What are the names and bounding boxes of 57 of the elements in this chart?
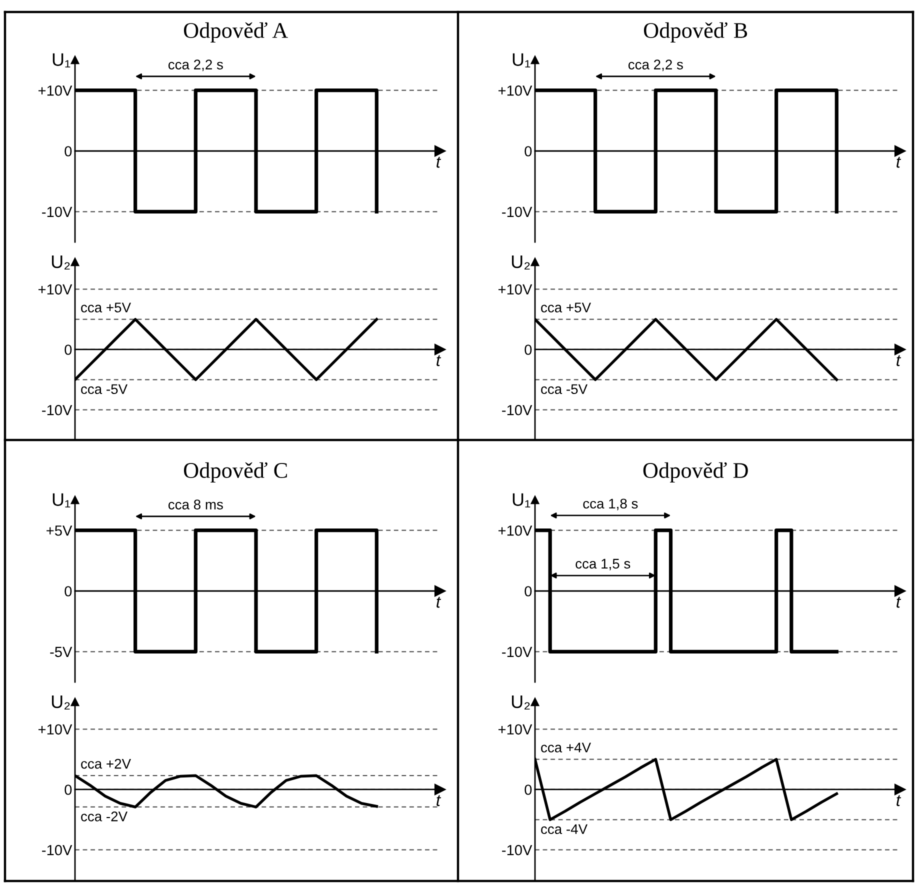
y-tick-label: 0 [524, 344, 532, 355]
ref-line-label: cca +5V [541, 302, 591, 312]
y-tick-label: 0 [64, 146, 72, 156]
x-axis-title: t [436, 795, 442, 806]
y-axis-title: U₂ [512, 696, 530, 710]
y-tick-label: 0 [524, 586, 532, 596]
ref-line-label: cca +4V [541, 742, 591, 752]
y-tick-label: 0 [64, 344, 72, 355]
y-tick-label: -10V [502, 404, 532, 416]
y-axis-title: U₁ [52, 493, 70, 508]
y-axis-title: U₁ [512, 493, 530, 508]
x-axis-title: t [436, 156, 442, 168]
y-tick-label: 0 [524, 146, 532, 156]
y-tick-label: +10V [38, 85, 72, 96]
annotation: cca 2,2 s [628, 60, 683, 72]
ref-line-label: cca +5V [81, 302, 131, 312]
y-tick-label: +10V [498, 85, 532, 96]
annotation: cca 1,5 s [576, 558, 630, 570]
x-axis-title: t [436, 355, 442, 366]
y-tick-label: -10V [502, 844, 532, 856]
y-tick-label: +5V [46, 526, 72, 536]
chart-title: Odpověď C [184, 462, 287, 483]
y-axis-title: U₁ [52, 53, 70, 68]
ref-line-label: cca -5V [81, 384, 128, 394]
y-axis-title: U₂ [52, 256, 70, 270]
y-tick-label: -10V [42, 844, 72, 856]
y-tick-label: +10V [498, 525, 532, 536]
x-axis-title: t [896, 156, 902, 168]
chart-title: Odpověď D [643, 462, 748, 483]
chart-title: Odpověď A [184, 22, 288, 43]
y-axis-title: U₂ [512, 256, 530, 270]
y-tick-label: +10V [498, 724, 532, 735]
y-tick-label: 0 [64, 586, 72, 596]
y-tick-label: 0 [64, 784, 72, 795]
annotation: cca 1,8 s [583, 498, 638, 510]
x-axis-title: t [436, 596, 442, 608]
chart-title: Odpověď B [644, 22, 748, 43]
y-tick-label: -10V [502, 206, 532, 218]
annotation: cca 2,2 s [168, 60, 223, 72]
y-tick-label: +10V [38, 724, 72, 735]
y-tick-label: -10V [42, 404, 72, 416]
ref-line-label: cca -2V [81, 812, 128, 822]
y-tick-label: +10V [498, 284, 532, 295]
ref-line-label: cca +2V [81, 758, 131, 769]
y-tick-label: 0 [524, 784, 532, 795]
y-axis-title: U₂ [52, 696, 70, 710]
y-tick-label: -5V [50, 646, 72, 658]
y-axis-title: U₁ [512, 53, 530, 68]
ref-line-label: cca -5V [541, 384, 588, 394]
y-tick-label: -10V [502, 646, 532, 658]
x-axis-title: t [896, 355, 902, 366]
x-axis-title: t [896, 596, 902, 608]
annotation: cca 8 ms [168, 500, 223, 510]
y-tick-label: -10V [42, 206, 72, 218]
ref-line-label: cca -4V [541, 824, 588, 834]
x-axis-title: t [896, 795, 902, 806]
y-tick-label: +10V [38, 284, 72, 295]
